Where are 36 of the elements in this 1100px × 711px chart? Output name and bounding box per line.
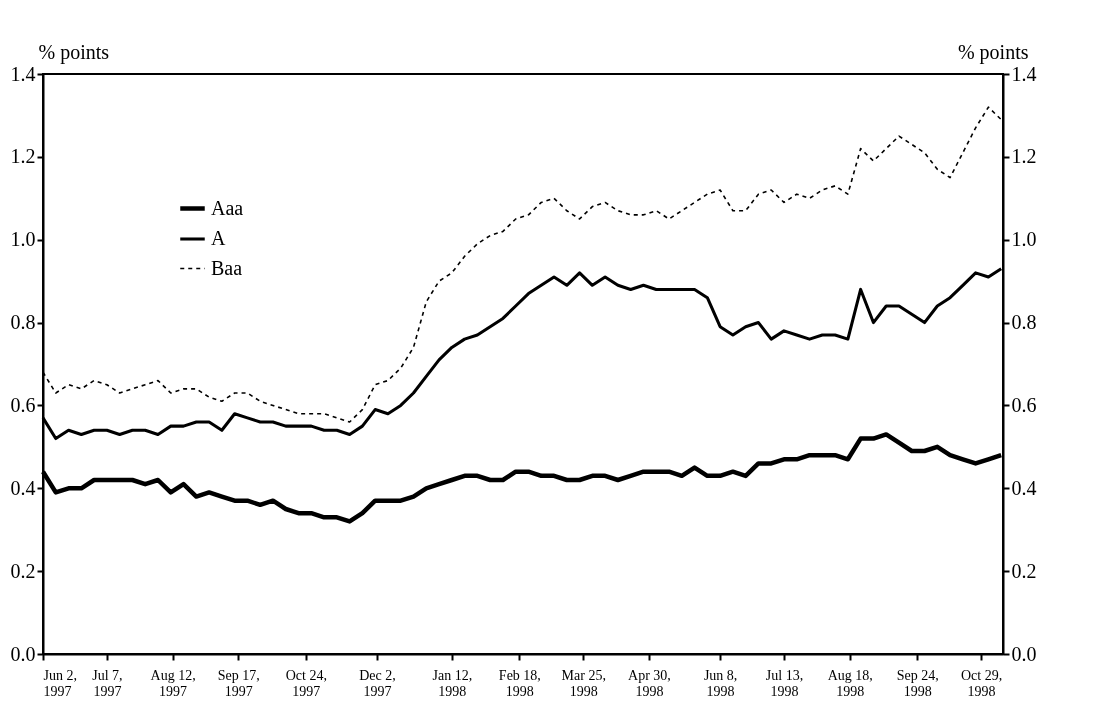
x-tick-label: Jun 8, 1998 bbox=[703, 667, 738, 699]
x-tick-label: Mar 25, 1998 bbox=[561, 667, 606, 699]
x-tick-label: Jan 12, 1998 bbox=[432, 667, 473, 699]
x-tick-label: Feb 18, 1998 bbox=[498, 667, 541, 699]
x-tick-label: Oct 24, 1997 bbox=[285, 667, 327, 699]
y2-tick-label: 0.0 bbox=[1011, 642, 1037, 665]
legend-label: A bbox=[211, 227, 226, 249]
legend-label: Baa bbox=[211, 256, 243, 279]
x-tick-label: Dec 2, 1997 bbox=[359, 667, 396, 699]
y-tick-label: 1.2 bbox=[10, 145, 36, 168]
y-tick-label: 1.0 bbox=[10, 228, 36, 251]
y2-tick-label: 0.2 bbox=[1011, 559, 1037, 582]
y-axis-title: % points bbox=[38, 40, 110, 64]
x-tick-label: Jul 7, 1997 bbox=[92, 667, 123, 699]
y2-tick-label: 0.8 bbox=[1011, 311, 1037, 334]
x-tick-label: Sep 24, 1998 bbox=[896, 667, 939, 699]
x-tick-label: Jul 13, 1998 bbox=[765, 667, 804, 699]
y-tick-label: 0.0 bbox=[10, 642, 36, 665]
x-tick-label: Oct 29, 1998 bbox=[960, 667, 1003, 699]
x-tick-label: Aug 18, 1998 bbox=[827, 667, 873, 699]
legend-label: Aaa bbox=[211, 196, 244, 219]
y2-tick-label: 1.0 bbox=[1011, 228, 1037, 251]
y-tick-label: 0.4 bbox=[10, 476, 36, 499]
x-tick-label: Apr 30, 1998 bbox=[628, 667, 671, 699]
y2-tick-label: 0.4 bbox=[1011, 476, 1037, 499]
y2-tick-label: 1.2 bbox=[1011, 145, 1037, 168]
x-tick-label: Jun 2, 1997 bbox=[43, 667, 77, 699]
y2-axis-title: % points bbox=[957, 40, 1029, 64]
x-tick-label: Aug 12, 1997 bbox=[150, 667, 196, 699]
x-tick-label: Sep 17, 1997 bbox=[217, 667, 260, 699]
y2-tick-label: 0.6 bbox=[1011, 393, 1037, 416]
y-tick-label: 1.4 bbox=[10, 62, 36, 85]
y-tick-label: 0.8 bbox=[10, 311, 36, 334]
y-tick-label: 0.6 bbox=[10, 393, 36, 416]
y-tick-label: 0.2 bbox=[10, 559, 36, 582]
y2-tick-label: 1.4 bbox=[1011, 62, 1037, 85]
